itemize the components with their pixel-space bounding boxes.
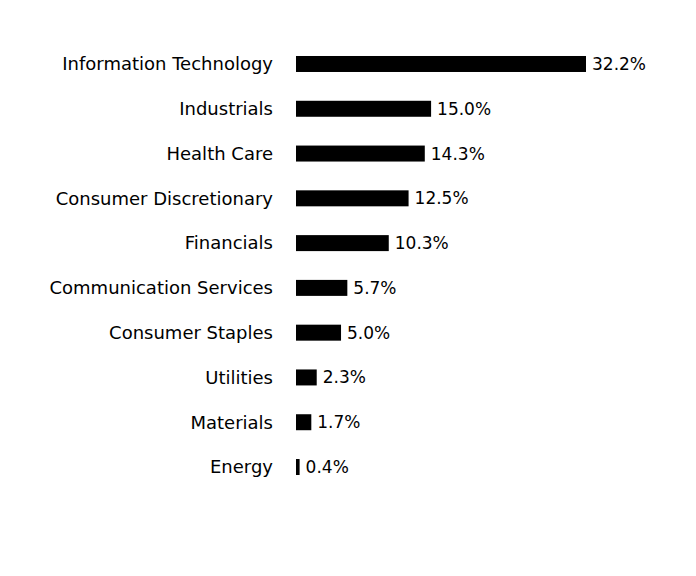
category-label: Industrials xyxy=(179,98,273,119)
category-label: Communication Services xyxy=(50,277,274,298)
category-label: Health Care xyxy=(166,143,273,164)
category-label: Materials xyxy=(190,412,273,433)
data-label: 1.7% xyxy=(317,412,360,432)
bar xyxy=(296,235,389,251)
bar xyxy=(296,56,586,72)
category-label: Financials xyxy=(185,232,273,253)
data-label: 14.3% xyxy=(431,144,485,164)
category-label: Consumer Staples xyxy=(109,322,273,343)
bar xyxy=(296,414,311,430)
category-label: Consumer Discretionary xyxy=(56,188,274,209)
data-label: 5.7% xyxy=(353,278,396,298)
data-label: 32.2% xyxy=(592,54,646,74)
bar xyxy=(296,146,425,162)
data-label: 5.0% xyxy=(347,323,390,343)
data-labels: 32.2% 15.0% 14.3% 12.5% 10.3% 5.7% 5.0% 2.3% 1.7… xyxy=(306,54,646,477)
data-label: 10.3% xyxy=(395,233,449,253)
bar xyxy=(296,369,317,385)
chart: Information Technology Industrials Health … xyxy=(0,0,696,576)
data-label: 15.0% xyxy=(437,99,491,119)
category-label: Information Technology xyxy=(62,53,273,74)
category-labels: Information Technology Industrials Health … xyxy=(50,53,274,477)
bar xyxy=(296,190,409,206)
bar xyxy=(296,101,431,117)
category-label: Energy xyxy=(210,456,273,477)
category-label: Utilities xyxy=(205,367,273,388)
data-label: 2.3% xyxy=(323,367,366,387)
bar xyxy=(296,280,347,296)
bars xyxy=(296,56,586,475)
bar xyxy=(296,459,300,475)
bar xyxy=(296,325,341,341)
data-label: 0.4% xyxy=(306,457,349,477)
data-label: 12.5% xyxy=(415,188,469,208)
